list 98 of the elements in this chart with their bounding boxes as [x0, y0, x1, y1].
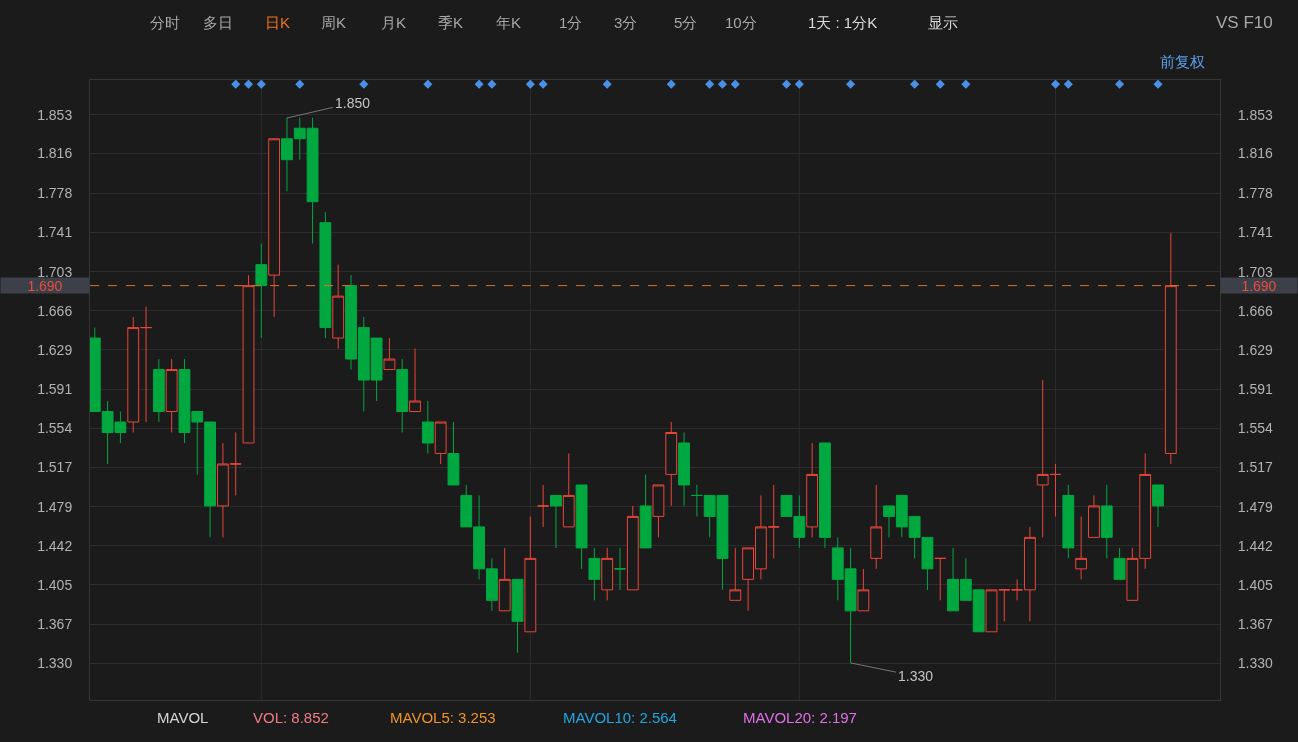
y2-tick-label: 1.554 — [1237, 420, 1274, 437]
y2-tick-label: 1.629 — [1237, 341, 1274, 358]
candlestick — [601, 547, 614, 601]
y-tick-label: 1.629 — [37, 341, 73, 358]
y-tick-label: 1.816 — [37, 145, 73, 162]
candlestick — [255, 243, 268, 339]
text: 5分 — [674, 14, 698, 31]
text: 3分 — [614, 14, 638, 31]
y2-tick-label: 1.405 — [1237, 576, 1274, 593]
candlestick — [434, 421, 447, 465]
y-tick-label: 1.741 — [37, 224, 73, 241]
text: 月K — [381, 14, 407, 31]
text: 前复权 — [1160, 53, 1205, 70]
candlestick — [1152, 484, 1164, 528]
candlestick — [140, 306, 152, 423]
candlestick — [857, 568, 870, 612]
candlestick — [1088, 494, 1100, 538]
y2-tick-label: 1.442 — [1237, 537, 1274, 554]
y2-tick-label: 1.778 — [1237, 185, 1274, 202]
text: 1.690 — [27, 277, 63, 294]
y-tick-label: 1.554 — [37, 420, 73, 437]
candlestick — [1100, 484, 1113, 559]
candlestick — [498, 547, 511, 612]
candlestick — [652, 484, 665, 538]
y2-tick-label: 1.666 — [1237, 302, 1274, 319]
candlestick — [626, 505, 639, 591]
candlestick — [1075, 515, 1088, 580]
candlestick — [332, 264, 345, 350]
text: MAVOL10: 2.564 — [563, 709, 677, 726]
y2-tick-label: 1.367 — [1237, 616, 1274, 633]
candlestick — [819, 442, 831, 549]
y2-tick-label: 1.330 — [1237, 655, 1274, 672]
y2-tick-label: 1.517 — [1237, 459, 1274, 476]
candlestick — [690, 484, 703, 517]
text: 1分 — [559, 14, 583, 31]
ref-line-label: 1.690 — [1241, 277, 1277, 294]
y-tick-label: 1.517 — [37, 459, 73, 476]
candlestick — [639, 473, 652, 549]
candlestick — [242, 274, 255, 444]
y2-tick-label: 1.853 — [1237, 106, 1274, 123]
candlestick — [1113, 547, 1126, 580]
y-tick-label: 1.853 — [37, 106, 73, 123]
text: 日K — [265, 14, 291, 31]
text: 分时 — [150, 14, 180, 31]
text: 多日 — [203, 14, 233, 31]
candlestick — [562, 452, 575, 528]
text: VS F10 — [1216, 13, 1273, 32]
text: VOL: 8.852 — [253, 709, 329, 726]
annotation: 1.330 — [898, 668, 934, 684]
candlestick — [588, 547, 601, 601]
candlestick — [127, 316, 140, 433]
y2-tick-label: 1.816 — [1237, 145, 1274, 162]
text: 1天 : 1分K — [808, 14, 878, 31]
candlestick — [383, 337, 396, 371]
y-tick-label: 1.778 — [37, 185, 73, 202]
candlestick — [678, 431, 690, 507]
candlestick — [1062, 484, 1075, 559]
candlestick — [665, 421, 678, 507]
y-tick-label: 1.367 — [37, 616, 73, 633]
candlestick — [537, 484, 550, 528]
y2-tick-label: 1.703 — [1237, 263, 1274, 280]
y2-tick-label: 1.591 — [1237, 381, 1274, 398]
candlestick — [550, 494, 562, 549]
candlestick — [396, 358, 409, 433]
candlestick — [870, 484, 883, 570]
y-tick-label: 1.479 — [37, 498, 73, 515]
candlestick — [806, 442, 819, 538]
text: 显示 — [928, 14, 958, 31]
annotation: 1.850 — [335, 95, 371, 111]
text: MAVOL — [157, 709, 209, 726]
candlestick — [268, 138, 281, 318]
candlestick — [729, 547, 742, 601]
text: MAVOL20: 2.197 — [743, 709, 857, 726]
y-tick-label: 1.442 — [37, 537, 73, 554]
candlestick — [409, 348, 421, 413]
y-tick-label: 1.666 — [37, 302, 73, 319]
candlestick — [319, 211, 332, 339]
text: 周K — [321, 14, 347, 31]
candlestick — [934, 557, 947, 601]
candlestick — [1164, 232, 1177, 465]
text: 季K — [438, 14, 464, 31]
y-tick-label: 1.703 — [37, 263, 73, 280]
candlestick — [421, 400, 434, 454]
candlestick — [511, 578, 524, 654]
y-tick-label: 1.405 — [37, 576, 73, 593]
text: MAVOL5: 3.253 — [390, 709, 496, 726]
y-tick-label: 1.591 — [37, 381, 73, 398]
candlestick — [165, 358, 178, 433]
y2-tick-label: 1.741 — [1237, 224, 1274, 241]
text: 年K — [496, 14, 522, 31]
candlestick — [152, 358, 165, 423]
candlestick — [575, 484, 588, 570]
candlestick — [614, 547, 626, 591]
candlestick — [524, 515, 537, 633]
text: 10分 — [725, 14, 757, 31]
candlestick — [447, 421, 460, 486]
y2-tick-label: 1.479 — [1237, 498, 1274, 515]
y-tick-label: 1.330 — [37, 655, 73, 672]
